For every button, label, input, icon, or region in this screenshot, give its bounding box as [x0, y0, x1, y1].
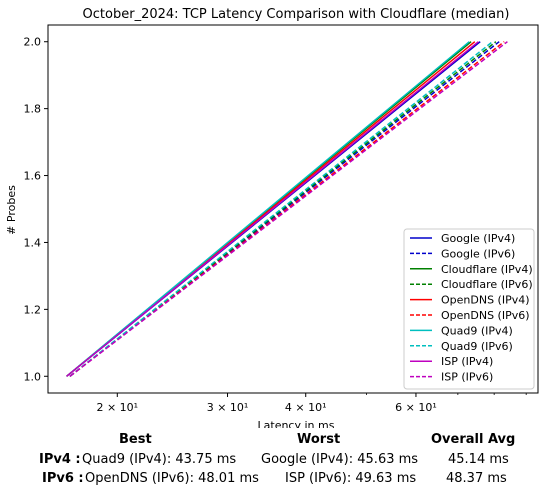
summary-stats: Best Worst Overall Avg IPv4 : Quad9 (IPv… — [0, 428, 551, 496]
plot-area — [47, 24, 539, 394]
ipv6-worst-value: ISP (IPv6): 49.63 ms — [285, 471, 417, 486]
legend-label-google-ipv6: Google (IPv6) — [441, 247, 515, 260]
x-tick-label: 2 × 10¹ — [96, 401, 138, 414]
y-tick-label: 1.8 — [24, 103, 42, 116]
series-line-quad9-ipv4 — [66, 41, 470, 377]
legend-label-isp-ipv4: ISP (IPv4) — [441, 355, 493, 368]
series-line-isp-ipv6 — [69, 41, 508, 377]
legend-label-cloudflare-ipv4: Cloudflare (IPv4) — [441, 263, 533, 276]
y-axis-label: # Probes — [5, 185, 18, 235]
y-tick-layer: 1.0 1.2 1.4 1.6 1.8 2.0 — [24, 36, 48, 383]
worst-header: Worst — [297, 432, 341, 447]
legend-label-opendns-ipv6: OpenDNS (IPv6) — [441, 309, 530, 322]
ipv6-row-label: IPv6 : — [42, 471, 84, 486]
legend-label-opendns-ipv4: OpenDNS (IPv4) — [441, 294, 530, 307]
ipv6-avg-value: 48.37 ms — [446, 471, 507, 486]
legend-label-google-ipv4: Google (IPv4) — [441, 232, 515, 245]
x-tick-label: 6 × 10¹ — [395, 401, 437, 414]
legend-box — [403, 228, 535, 390]
ipv4-avg-value: 45.14 ms — [448, 452, 509, 467]
x-tick-label: 4 × 10¹ — [285, 401, 327, 414]
x-tick-layer: 2 × 10¹ 3 × 10¹ 4 × 10¹ 6 × 10¹ — [96, 393, 527, 414]
ipv4-row-label: IPv4 : — [39, 452, 81, 467]
y-tick-label: 1.6 — [24, 170, 42, 183]
ipv6-best-value: OpenDNS (IPv6): 48.01 ms — [85, 471, 259, 486]
y-tick-label: 1.0 — [24, 370, 42, 383]
best-header: Best — [119, 432, 152, 447]
legend-label-isp-ipv6: ISP (IPv6) — [441, 371, 493, 384]
legend: Google (IPv4) Google (IPv6) Cloudflare (IP… — [403, 228, 535, 390]
x-tick-label: 3 × 10¹ — [207, 401, 249, 414]
y-tick-label: 1.4 — [24, 236, 42, 249]
chart-title: October_2024: TCP Latency Comparison wit… — [83, 7, 510, 22]
y-tick-label: 2.0 — [24, 36, 42, 49]
series-line-isp-ipv4 — [66, 41, 479, 377]
overall-avg-header: Overall Avg — [431, 432, 516, 447]
series-layer — [66, 41, 508, 377]
latency-chart: October_2024: TCP Latency Comparison wit… — [5, 7, 539, 428]
ipv4-best-value: Quad9 (IPv4): 43.75 ms — [82, 452, 237, 467]
legend-label-quad9-ipv6: Quad9 (IPv6) — [441, 340, 513, 353]
y-tick-label: 1.2 — [24, 303, 42, 316]
legend-label-cloudflare-ipv6: Cloudflare (IPv6) — [441, 278, 533, 291]
ipv4-worst-value: Google (IPv4): 45.63 ms — [261, 452, 419, 467]
x-axis-label: Latency in ms — [258, 419, 335, 428]
legend-label-quad9-ipv4: Quad9 (IPv4) — [441, 324, 513, 337]
